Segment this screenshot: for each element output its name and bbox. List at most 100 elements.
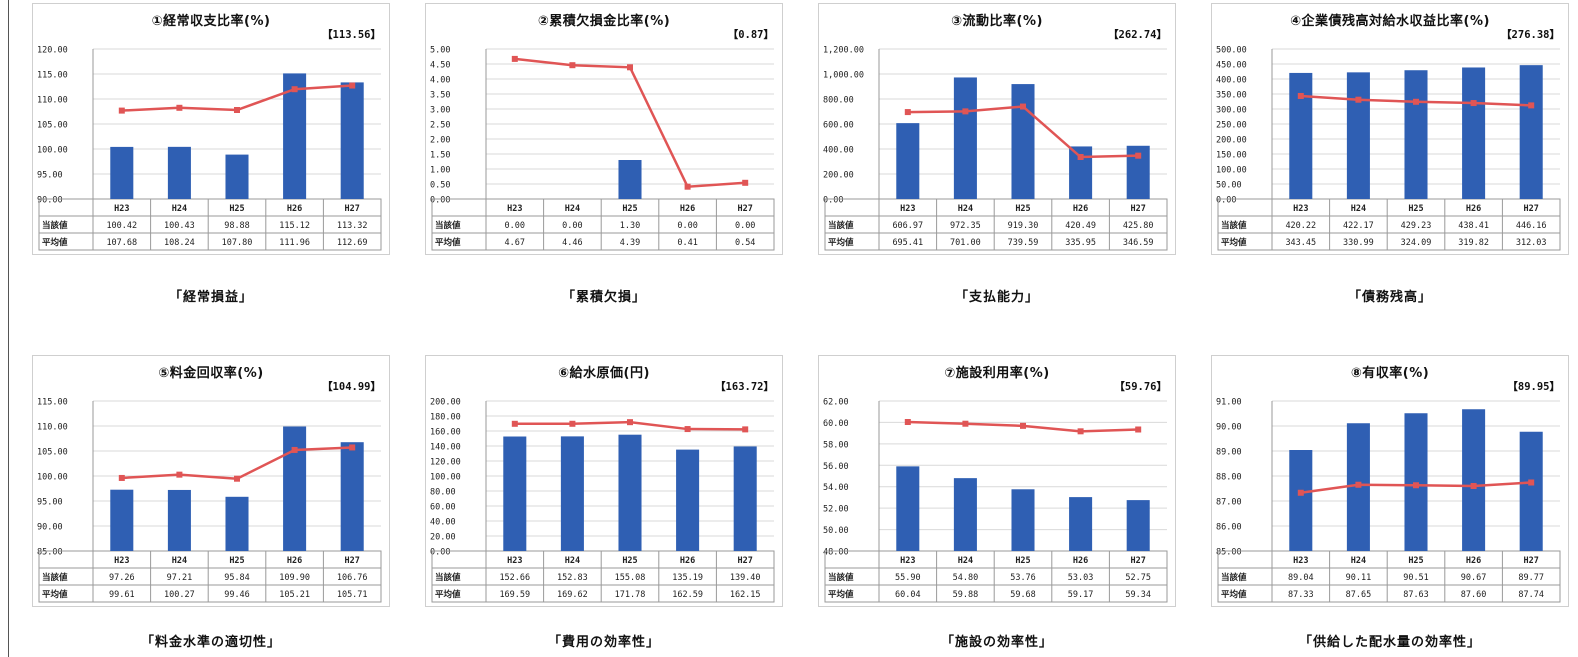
x-tick-label: H27	[1524, 556, 1539, 566]
average-point	[627, 64, 633, 71]
x-tick-label: H24	[565, 204, 580, 214]
x-tick-label: H23	[900, 204, 915, 214]
bar	[953, 77, 977, 199]
y-tick-label: 50.00	[823, 526, 849, 536]
average-bracket-value: 【59.76】	[1114, 381, 1167, 393]
x-tick-label: H25	[229, 204, 244, 214]
average-value-label: 335.95	[1065, 238, 1096, 248]
y-tick-label: 60.00	[430, 503, 456, 513]
bar	[953, 478, 977, 551]
bar	[733, 446, 757, 551]
y-tick-label: 60.00	[823, 419, 849, 429]
average-value-label: 105.71	[337, 590, 368, 600]
average-point	[176, 471, 183, 478]
y-tick-label: 20.00	[430, 533, 456, 543]
average-value-label: 87.65	[1346, 590, 1372, 600]
x-tick-label: H26	[287, 556, 302, 566]
y-tick-label: 1.00	[430, 166, 450, 176]
y-tick-label: 54.00	[823, 483, 849, 493]
current-value-label: 429.23	[1401, 221, 1432, 231]
current-value-label: 54.80	[953, 573, 979, 583]
y-tick-label: 90.00	[37, 523, 63, 533]
current-value-label: 106.76	[337, 573, 368, 583]
y-tick-label: 250.00	[1216, 121, 1247, 131]
data-table-border	[824, 198, 1168, 251]
x-tick-label: H23	[900, 556, 915, 566]
y-tick-label: 85.00	[37, 548, 63, 558]
x-tick-label: H24	[1351, 556, 1366, 566]
row-label-average: 平均値	[435, 589, 461, 600]
y-tick-label: 110.00	[37, 96, 68, 106]
average-value-label: 701.00	[950, 238, 981, 248]
chart-panel-5: ⑤料金回収率(%) 【104.99】 115.00 110.00 105.00 100…	[32, 355, 390, 607]
average-value-label: 169.59	[499, 590, 530, 600]
x-tick-label: H25	[1408, 556, 1423, 566]
chart-title: ⑦施設利用率(%)	[944, 366, 1050, 381]
average-point	[511, 420, 518, 427]
current-value-label: 90.67	[1461, 573, 1487, 583]
current-value-label: 113.32	[337, 221, 368, 231]
chart-panel-1: ①経常収支比率(%) 【113.56】 120.00 115.00 110.00 10…	[32, 3, 390, 255]
chart-svg: 120.00 115.00 110.00 105.00 100.00 95.00 90.00…	[37, 46, 382, 251]
y-tick-label: 62.00	[823, 398, 849, 408]
y-tick-label: 0.00	[430, 196, 450, 206]
current-value-label: 425.80	[1123, 221, 1154, 231]
average-line	[121, 84, 353, 112]
bar	[167, 146, 191, 199]
y-tick-label: 120.00	[430, 458, 461, 468]
current-value-label: 52.75	[1125, 573, 1151, 583]
chart-svg: 500.00 450.00 400.00 350.00 300.00 250.00 200.…	[1216, 46, 1561, 251]
chart-panel-7: ⑦施設利用率(%) 【59.76】 62.00 60.00 58.00 56.00 54…	[818, 355, 1176, 607]
chart-svg: 91.00 90.00 89.00 88.00 87.00 86.00 85.00 当該値平均…	[1216, 398, 1561, 603]
chart-title: ①経常収支比率(%)	[151, 14, 271, 29]
row-label-average: 平均値	[828, 237, 854, 248]
data-table-border	[38, 550, 382, 603]
bar	[283, 73, 307, 199]
current-value-label: 89.77	[1518, 573, 1544, 583]
average-point	[1470, 100, 1477, 107]
bar	[225, 496, 249, 551]
bar	[1011, 84, 1035, 199]
row-label-current: 当該値	[42, 572, 68, 583]
y-tick-label: 160.00	[430, 428, 461, 438]
y-tick-label: 0.00	[430, 548, 450, 558]
chart-title: ⑤料金回収率(%)	[158, 366, 264, 381]
y-tick-label: 400.00	[1216, 76, 1247, 86]
y-tick-label: 87.00	[1216, 498, 1242, 508]
average-point	[118, 107, 125, 114]
average-value-label: 112.69	[337, 238, 368, 248]
x-tick-label: H25	[229, 556, 244, 566]
chart-caption: 「費用の効率性」	[547, 635, 660, 650]
average-value-label: 162.59	[672, 590, 703, 600]
current-value-label: 972.35	[950, 221, 981, 231]
average-value-label: 169.62	[557, 590, 588, 600]
x-tick-label: H26	[1466, 204, 1481, 214]
chart-caption: 「債務残高」	[1347, 290, 1432, 305]
average-value-label: 324.09	[1401, 238, 1432, 248]
x-tick-label: H25	[622, 204, 637, 214]
current-value-label: 89.04	[1288, 573, 1314, 583]
y-tick-label: 0.00	[1216, 196, 1236, 206]
x-tick-label: H25	[622, 556, 637, 566]
average-value-label: 99.46	[224, 590, 250, 600]
average-point	[1297, 489, 1304, 496]
average-point	[1020, 422, 1026, 429]
chart-title: ⑥給水原価(円)	[558, 366, 650, 381]
y-tick-label: 90.00	[1216, 423, 1242, 433]
y-tick-label: 58.00	[823, 440, 849, 450]
average-bracket-value: 【89.95】	[1507, 381, 1560, 393]
x-tick-label: H27	[345, 556, 360, 566]
y-tick-label: 115.00	[37, 71, 68, 81]
bar	[340, 442, 364, 551]
chart-panel-2: ②累積欠損金比率(%) 【0.87】 5.00 4.50 4.00 3.50 3.00 2…	[425, 3, 783, 255]
average-value-label: 0.41	[677, 238, 697, 248]
current-value-label: 53.76	[1010, 573, 1036, 583]
chart-svg: 200.00 180.00 160.00 140.00 120.00 100.00 80.0…	[430, 398, 775, 603]
row-label-current: 当該値	[828, 220, 854, 231]
chart-svg: 62.00 60.00 58.00 56.00 54.00 52.00 50.00 48.00…	[823, 398, 1168, 603]
x-tick-label: H26	[680, 204, 695, 214]
average-value-label: 343.45	[1285, 238, 1316, 248]
y-tick-label: 100.00	[37, 473, 68, 483]
x-tick-label: H27	[1524, 204, 1539, 214]
y-tick-label: 0.00	[823, 196, 843, 206]
